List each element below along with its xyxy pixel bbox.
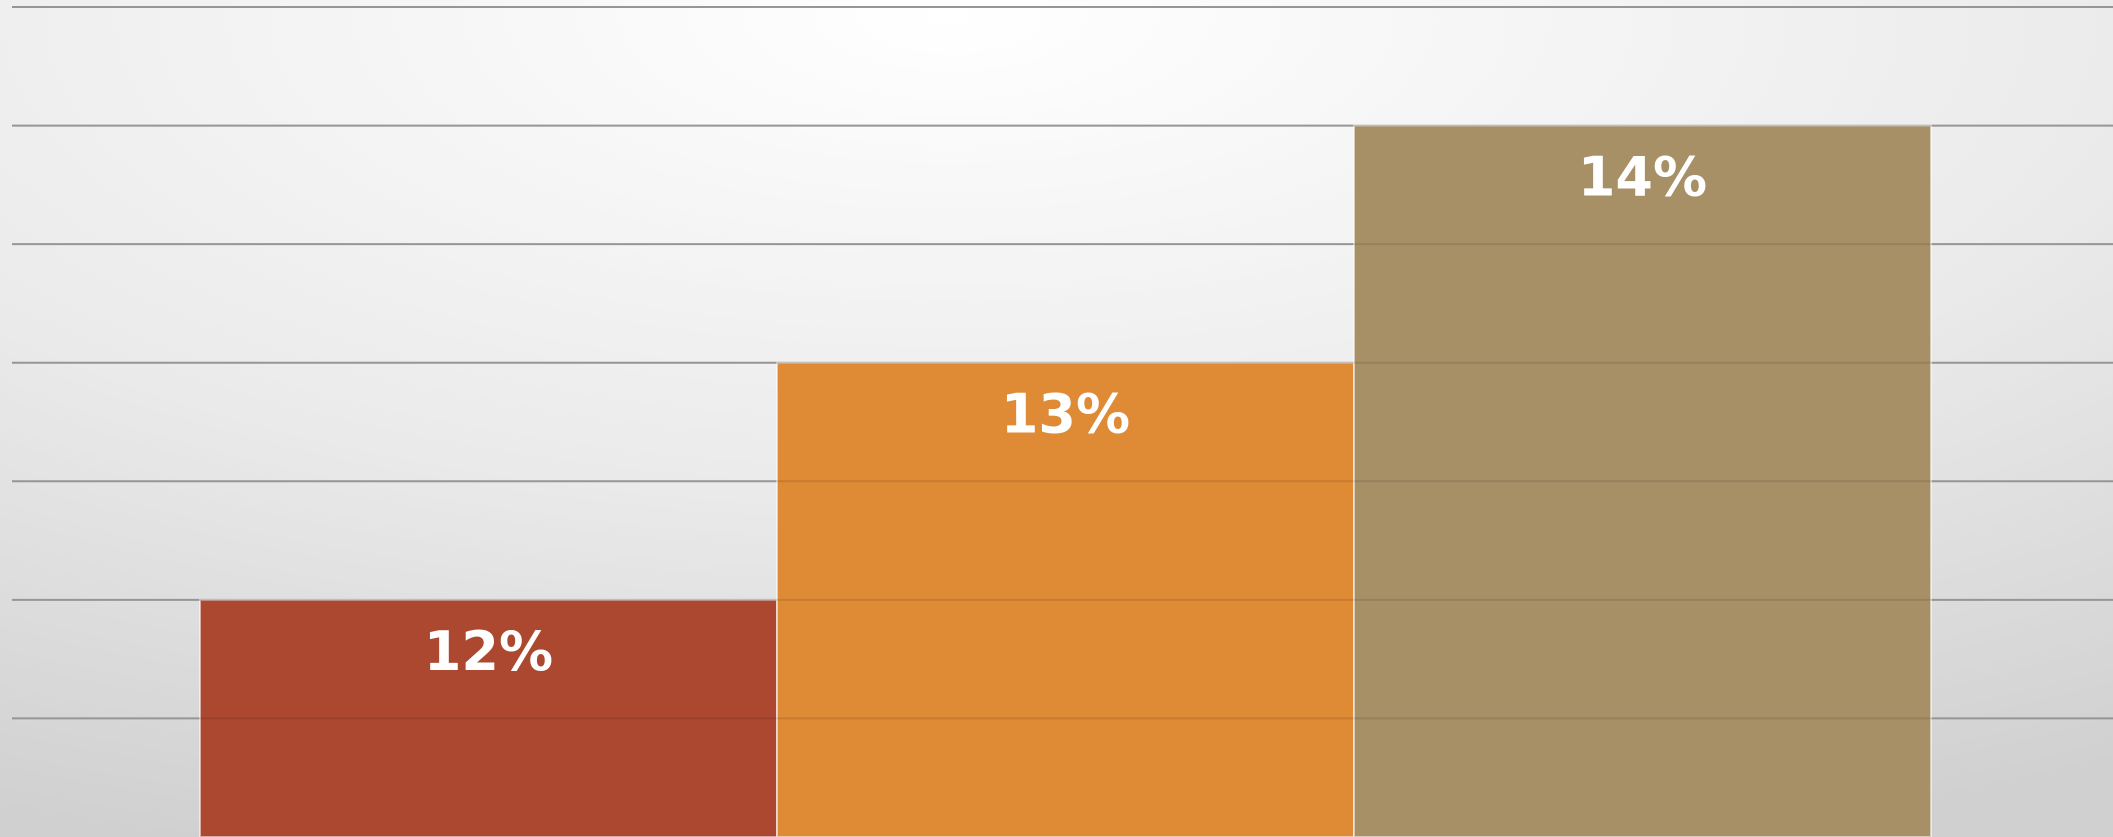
bar-gridline-overlay: [12, 6, 2113, 720]
data-label: 14%: [1578, 146, 1707, 209]
bars: [199, 124, 1932, 837]
bar: [776, 361, 1355, 837]
data-label: 13%: [1001, 383, 1130, 446]
data-labels: 12% 13% 14%: [424, 146, 1707, 683]
bar: [1353, 124, 1932, 837]
data-label: 12%: [424, 620, 553, 683]
bar: [199, 598, 778, 837]
